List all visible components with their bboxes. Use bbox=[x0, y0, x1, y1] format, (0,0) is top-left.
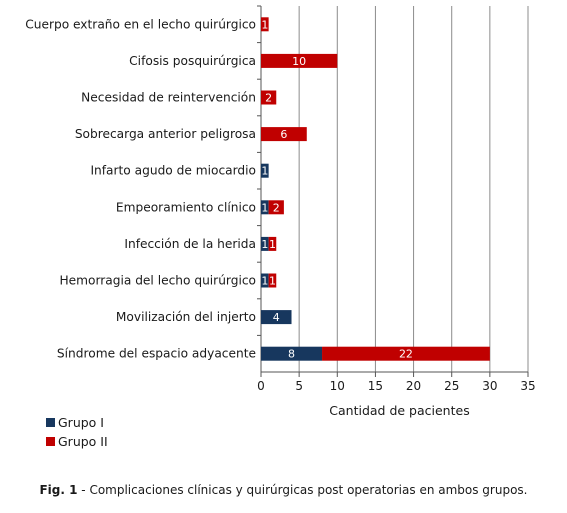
category-label: Cifosis posquirúrgica bbox=[129, 54, 256, 68]
x-tick-label: 25 bbox=[444, 379, 459, 393]
bar-grupo-ii bbox=[261, 17, 269, 32]
legend-swatch bbox=[46, 437, 55, 446]
bar-grupo-i bbox=[261, 273, 269, 288]
category-label: Empeoramiento clínico bbox=[116, 200, 256, 214]
bar-grupo-i bbox=[261, 163, 269, 178]
data-label: 1 bbox=[269, 238, 276, 251]
data-label: 2 bbox=[265, 92, 272, 105]
bar-grupo-ii bbox=[261, 90, 277, 105]
category-label: Necesidad de reintervención bbox=[81, 91, 256, 105]
bar-grupo-i bbox=[261, 200, 269, 215]
figure-caption: Fig. 1 - Complicaciones clínicas y quirú… bbox=[0, 483, 567, 497]
bar-grupo-i bbox=[261, 310, 292, 325]
data-label: 6 bbox=[280, 128, 287, 141]
x-tick-label: 15 bbox=[368, 379, 383, 393]
bar-grupo-ii bbox=[268, 200, 284, 215]
bar-grupo-ii bbox=[268, 236, 277, 251]
data-label: 1 bbox=[261, 165, 268, 178]
bar-grupo-ii bbox=[322, 346, 490, 361]
legend-swatch bbox=[46, 418, 55, 427]
bar-grupo-ii bbox=[268, 273, 277, 288]
data-label: 2 bbox=[273, 201, 280, 214]
bar-grupo-i bbox=[261, 346, 323, 361]
data-label: 22 bbox=[399, 348, 413, 361]
category-label: Hemorragia del lecho quirúrgico bbox=[59, 274, 256, 288]
bar-grupo-ii bbox=[261, 127, 307, 142]
bar-chart: 0 5 10 15 20 25 30 35 Cuerpo extraño en el lecho… bbox=[25, 5, 536, 449]
data-label: 8 bbox=[288, 348, 295, 361]
category-label: Cuerpo extraño en el lecho quirúrgico bbox=[25, 17, 256, 31]
data-label: 1 bbox=[261, 201, 268, 214]
category-label: Infarto agudo de miocardio bbox=[90, 164, 256, 178]
x-tick-label: 35 bbox=[520, 379, 535, 393]
x-tick-label: 30 bbox=[482, 379, 497, 393]
category-label: Movilización del injerto bbox=[116, 310, 256, 324]
data-label: 1 bbox=[269, 275, 276, 288]
x-tick-label: 5 bbox=[295, 379, 303, 393]
category-label: Sobrecarga anterior peligrosa bbox=[75, 127, 256, 141]
legend-label: Grupo II bbox=[58, 434, 108, 449]
data-label: 10 bbox=[292, 55, 306, 68]
category-label: Infección de la herida bbox=[124, 237, 256, 251]
bar-grupo-ii bbox=[261, 53, 338, 68]
caption-label: Fig. 1 bbox=[39, 483, 78, 497]
data-label: 1 bbox=[261, 18, 268, 31]
data-label: 1 bbox=[261, 238, 268, 251]
x-tick-label: 20 bbox=[406, 379, 421, 393]
bar-grupo-i bbox=[261, 236, 269, 251]
data-label: 4 bbox=[273, 311, 280, 324]
data-label: 1 bbox=[261, 275, 268, 288]
category-label: Síndrome del espacio adyacente bbox=[57, 347, 256, 361]
chart: 0 5 10 15 20 25 30 35 Cuerpo extraño en el lecho… bbox=[25, 5, 536, 449]
legend-label: Grupo I bbox=[58, 415, 104, 430]
x-tick-label: 0 bbox=[257, 379, 265, 393]
x-axis-title: Cantidad de pacientes bbox=[329, 403, 469, 418]
caption-text: - Complicaciones clínicas y quirúrgicas … bbox=[77, 483, 528, 497]
x-tick-label: 10 bbox=[330, 379, 345, 393]
